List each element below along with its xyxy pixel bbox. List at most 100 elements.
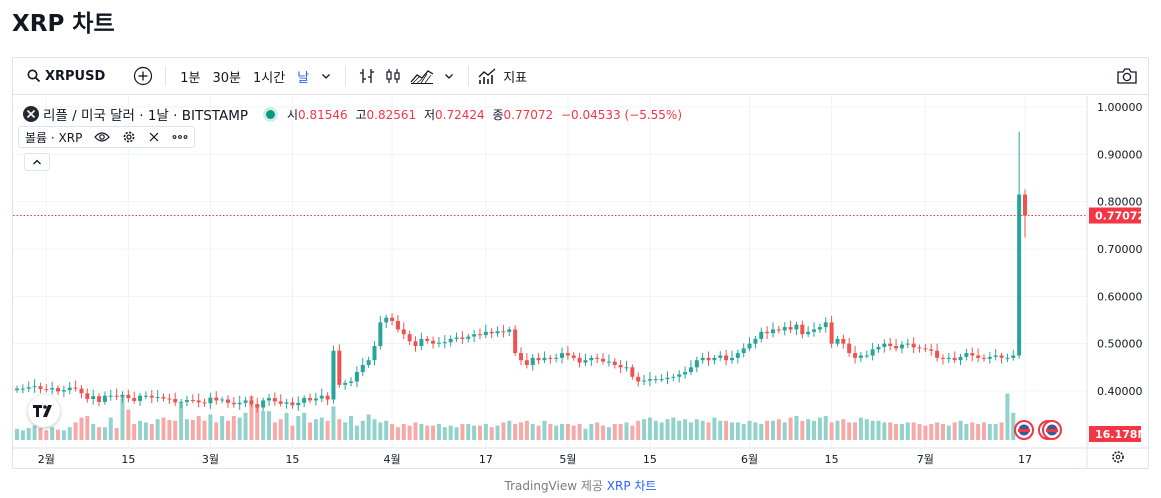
chart-toolbar: XRPUSD 1분 30분 1시간 날 bbox=[13, 58, 1148, 95]
event-flag-icon bbox=[1018, 429, 1030, 432]
time-tick-label: 15 bbox=[285, 453, 299, 466]
area-chart-icon bbox=[410, 67, 434, 85]
settings-gear-icon[interactable] bbox=[1112, 451, 1124, 463]
tradingview-logo[interactable] bbox=[28, 395, 60, 427]
candle-body bbox=[378, 322, 383, 347]
volume-bar bbox=[800, 420, 805, 440]
volume-bar bbox=[61, 430, 66, 440]
bars-icon bbox=[358, 67, 376, 85]
volume-bar bbox=[624, 422, 629, 440]
volume-bar bbox=[243, 412, 248, 440]
volume-bar bbox=[741, 424, 746, 440]
candle-body bbox=[548, 357, 553, 359]
candle-body bbox=[97, 396, 102, 402]
candle-body bbox=[899, 344, 904, 349]
volume-bar bbox=[729, 422, 734, 440]
candle-body bbox=[143, 395, 148, 397]
volume-bar bbox=[583, 428, 588, 440]
candle-body bbox=[917, 347, 922, 349]
interval-1h[interactable]: 1시간 bbox=[253, 70, 286, 86]
chart-widget: XRPUSD 1분 30분 1시간 날 bbox=[12, 57, 1150, 469]
volume-bar bbox=[220, 416, 225, 440]
eye-icon[interactable] bbox=[94, 131, 111, 143]
candle-body bbox=[595, 357, 600, 359]
screenshot-button[interactable] bbox=[1116, 58, 1148, 94]
volume-bar bbox=[442, 427, 447, 440]
volume-bar bbox=[554, 425, 559, 440]
candle-body bbox=[1017, 194, 1022, 356]
time-tick-label: 4월 bbox=[384, 453, 401, 466]
volume-bar bbox=[413, 422, 418, 440]
volume-bar bbox=[343, 422, 348, 440]
indicators-button[interactable]: 지표 bbox=[477, 58, 527, 94]
interval-dropdown[interactable] bbox=[315, 58, 337, 94]
toolbar-divider bbox=[345, 66, 347, 86]
more-icon[interactable] bbox=[172, 134, 188, 140]
volume-bar bbox=[319, 417, 324, 440]
collapse-legend-button[interactable] bbox=[24, 153, 50, 171]
volume-bar bbox=[472, 425, 477, 440]
interval-30m[interactable]: 30분 bbox=[212, 70, 242, 86]
candle-body bbox=[870, 349, 875, 356]
symbol-search-button[interactable]: XRPUSD bbox=[13, 58, 105, 94]
candle-body bbox=[806, 331, 811, 335]
candle-body bbox=[853, 353, 858, 358]
interval-1d[interactable]: 날 bbox=[297, 70, 310, 86]
candle-body bbox=[712, 357, 717, 361]
candle-body bbox=[706, 357, 711, 361]
candle-body bbox=[472, 334, 477, 337]
candle-body bbox=[466, 336, 471, 339]
candle-body bbox=[401, 329, 406, 335]
volume-bar bbox=[911, 422, 916, 440]
interval-1m[interactable]: 1분 bbox=[180, 70, 201, 86]
candle-body bbox=[91, 396, 96, 400]
volume-bar bbox=[120, 396, 125, 440]
candle-body bbox=[911, 343, 916, 348]
attribution: TradingView 제공 XRP 차트 bbox=[0, 477, 1161, 494]
candle-body bbox=[560, 353, 565, 358]
candle-body bbox=[929, 349, 934, 351]
volume-bar bbox=[56, 429, 61, 440]
volume-bar bbox=[79, 417, 84, 440]
candle-body bbox=[823, 322, 828, 328]
volume-bar bbox=[477, 425, 482, 440]
gear-icon[interactable] bbox=[122, 130, 136, 144]
candle-body bbox=[847, 343, 852, 354]
candle-body bbox=[231, 402, 236, 405]
price-chart[interactable]: 1.00000 0.90000 0.80000 0.70000 0.60000 0.500… bbox=[13, 96, 1150, 469]
chart-type-dropdown[interactable] bbox=[438, 58, 460, 94]
candle-body bbox=[384, 317, 389, 323]
candle-body bbox=[776, 329, 781, 331]
candle-body bbox=[952, 357, 957, 361]
time-tick-label: 15 bbox=[121, 453, 135, 466]
symbol-label: XRPUSD bbox=[45, 68, 106, 84]
bar-style-candles-button[interactable] bbox=[380, 58, 406, 94]
volume-bar bbox=[876, 420, 881, 440]
candle-body bbox=[636, 376, 641, 382]
volume-bar bbox=[612, 424, 617, 440]
bar-style-bars-button[interactable] bbox=[354, 58, 380, 94]
compare-button[interactable] bbox=[133, 58, 153, 94]
close-label: 종 bbox=[492, 107, 504, 122]
candle-body bbox=[390, 317, 395, 321]
volume-bar bbox=[753, 422, 758, 440]
candle-body bbox=[120, 394, 125, 397]
high-label: 고 bbox=[355, 107, 367, 122]
attribution-link[interactable]: XRP 차트 bbox=[606, 479, 657, 493]
candle-body bbox=[354, 372, 359, 382]
candle-body bbox=[249, 400, 254, 405]
candle-body bbox=[15, 388, 19, 391]
bar-style-area-button[interactable] bbox=[406, 58, 438, 94]
volume-bar bbox=[108, 417, 113, 440]
candle-body bbox=[659, 379, 664, 381]
volume-bar bbox=[436, 424, 441, 440]
volume-bar bbox=[735, 422, 740, 440]
volume-bar bbox=[683, 419, 688, 440]
candle-body bbox=[513, 329, 518, 354]
candle-body bbox=[630, 367, 635, 377]
candle-body bbox=[964, 353, 969, 357]
close-icon[interactable] bbox=[148, 131, 160, 143]
candle-body bbox=[132, 398, 137, 401]
candles-icon bbox=[384, 67, 402, 85]
volume-bar bbox=[114, 428, 119, 440]
